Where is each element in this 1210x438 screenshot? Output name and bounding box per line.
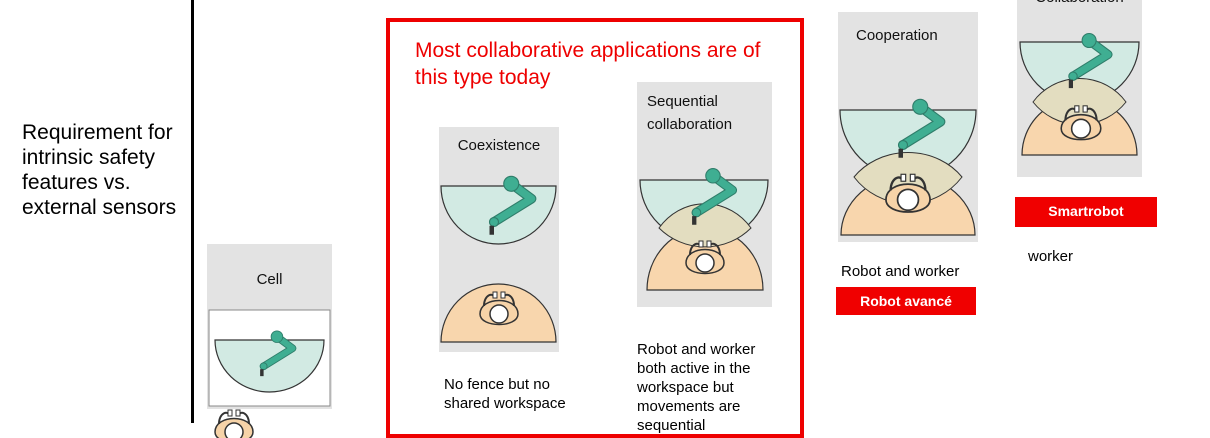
level-title: Coexistence: [457, 137, 541, 154]
smartrobot-badge: Smartrobot: [1015, 197, 1157, 227]
coexistence-illustration: [440, 160, 557, 343]
highlight-title: Most collaborative applications are of t…: [415, 39, 761, 89]
cooperation-illustration: [839, 85, 977, 236]
axis-line: [191, 0, 194, 423]
cell-illustration: [208, 309, 331, 438]
robot-avance-badge: Robot avancé: [836, 287, 976, 315]
level-title: Sequential collaboration: [647, 93, 733, 133]
level-description: No fence but no shared workspace: [444, 376, 566, 412]
level-description: Robot and worker both active in the work…: [637, 341, 756, 434]
level-title: Cooperation: [856, 27, 938, 44]
collaboration-illustration: [1019, 20, 1140, 156]
level-title: Cell: [256, 271, 283, 288]
level-title: Collaboration: [1017, 0, 1142, 9]
sequential-illustration: [639, 150, 769, 291]
level-description: worker: [1028, 248, 1074, 265]
level-description: Robot and worker: [841, 263, 960, 280]
requirement-label: Requirement for intrinsic safety feature…: [22, 121, 177, 219]
